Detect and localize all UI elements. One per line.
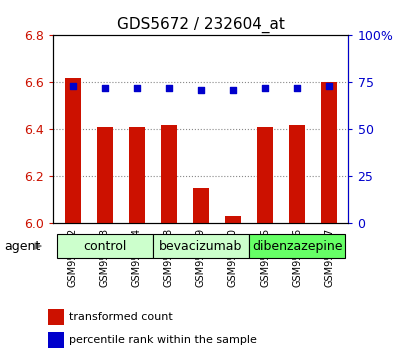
Point — [325, 83, 332, 89]
Point — [69, 83, 76, 89]
Bar — [56, 234, 153, 258]
Title: GDS5672 / 232604_at: GDS5672 / 232604_at — [117, 16, 284, 33]
Bar — [153, 234, 248, 258]
Point — [165, 85, 172, 91]
Bar — [128, 127, 144, 223]
Text: dibenzazepine: dibenzazepine — [251, 240, 342, 252]
Bar — [225, 216, 240, 223]
Text: agent: agent — [4, 240, 40, 252]
Point — [229, 87, 236, 93]
Point — [133, 85, 139, 91]
Bar — [48, 332, 63, 348]
Text: transformed count: transformed count — [69, 312, 172, 322]
Point — [293, 85, 300, 91]
Bar — [97, 127, 112, 223]
Point — [261, 85, 268, 91]
Bar — [288, 125, 304, 223]
Point — [101, 85, 108, 91]
Bar — [64, 78, 81, 223]
Text: control: control — [83, 240, 126, 252]
Text: bevacizumab: bevacizumab — [159, 240, 242, 252]
Bar — [192, 188, 209, 223]
Point — [197, 87, 204, 93]
Bar — [248, 234, 344, 258]
Bar — [48, 309, 63, 325]
Bar — [320, 82, 337, 223]
Bar — [256, 127, 272, 223]
Bar — [160, 125, 176, 223]
Text: percentile rank within the sample: percentile rank within the sample — [69, 335, 256, 346]
